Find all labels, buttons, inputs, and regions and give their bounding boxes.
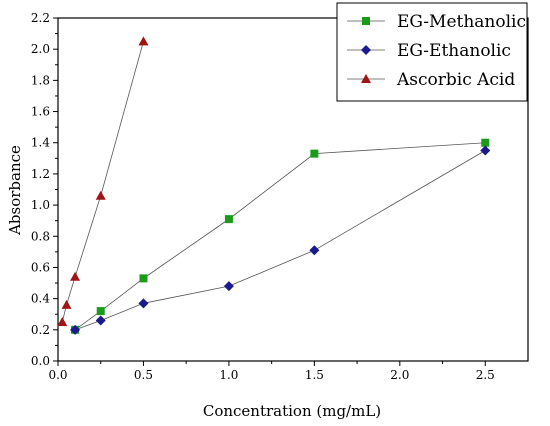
y-tick-label: 1.2 [31,167,50,181]
data-point [223,281,234,292]
y-tick-label: 0.6 [31,260,50,274]
y-tick-label: 0.2 [31,323,50,337]
legend-item: EG-Ethanolic [347,41,511,61]
y-tick-label: 1.0 [31,198,50,212]
x-tick-label: 1.0 [219,368,238,382]
y-axis-title: Absorbance [6,145,24,236]
y-tick-label: 1.4 [31,136,50,150]
y-tick-label: 1.6 [31,105,50,119]
y-tick-label: 0.4 [31,292,50,306]
legend-label: EG-Ethanolic [397,41,511,61]
data-point [61,299,72,309]
x-tick-label: 1.5 [305,368,324,382]
axes: 0.0 0.5 1.0 1.5 2.0 2.5 0.0 0.2 0.4 0.6 0.8 1.0 1.2 1… [31,11,529,382]
data-point [138,298,149,309]
y-tick-label: 2.2 [31,11,50,25]
legend: EG-Methanolic EG-Ethanolic Ascorbic Acid [336,2,528,102]
legend-marker [361,45,371,55]
data-point [96,307,105,316]
data-point [481,138,490,147]
x-tick-label: 0.5 [134,368,153,382]
data-point [224,215,233,224]
legend-marker [361,74,371,83]
data-point [309,245,320,256]
y-tick-label: 2.0 [31,42,50,56]
data-point [139,274,148,283]
legend-label: Ascorbic Acid [396,70,515,90]
data-point [310,149,319,158]
data-point [480,145,491,156]
data-point [70,271,81,281]
data-point [95,190,106,200]
series-ascorbic-acid [57,36,149,327]
series-layer [57,36,491,335]
legend-marker [362,17,370,25]
series-line [74,150,486,331]
y-tick-label: 0.8 [31,229,50,243]
data-point [95,315,106,326]
data-point [57,317,68,327]
x-tick-label: 2.0 [390,368,409,382]
legend-item: EG-Methanolic [347,12,526,32]
data-point [70,324,81,335]
y-tick-label: 1.8 [31,73,50,87]
x-tick-label: 2.5 [476,368,495,382]
series-eg-methanolic [71,138,490,334]
data-point [138,36,149,46]
x-axis-title: Concentration (mg/mL) [203,402,381,420]
legend-item: Ascorbic Acid [347,70,515,90]
y-tick-label: 0.0 [31,354,50,368]
series-line [74,142,486,331]
x-tick-label: 0.0 [48,368,67,382]
legend-label: EG-Methanolic [397,12,526,32]
series-eg-ethanolic [70,145,491,335]
